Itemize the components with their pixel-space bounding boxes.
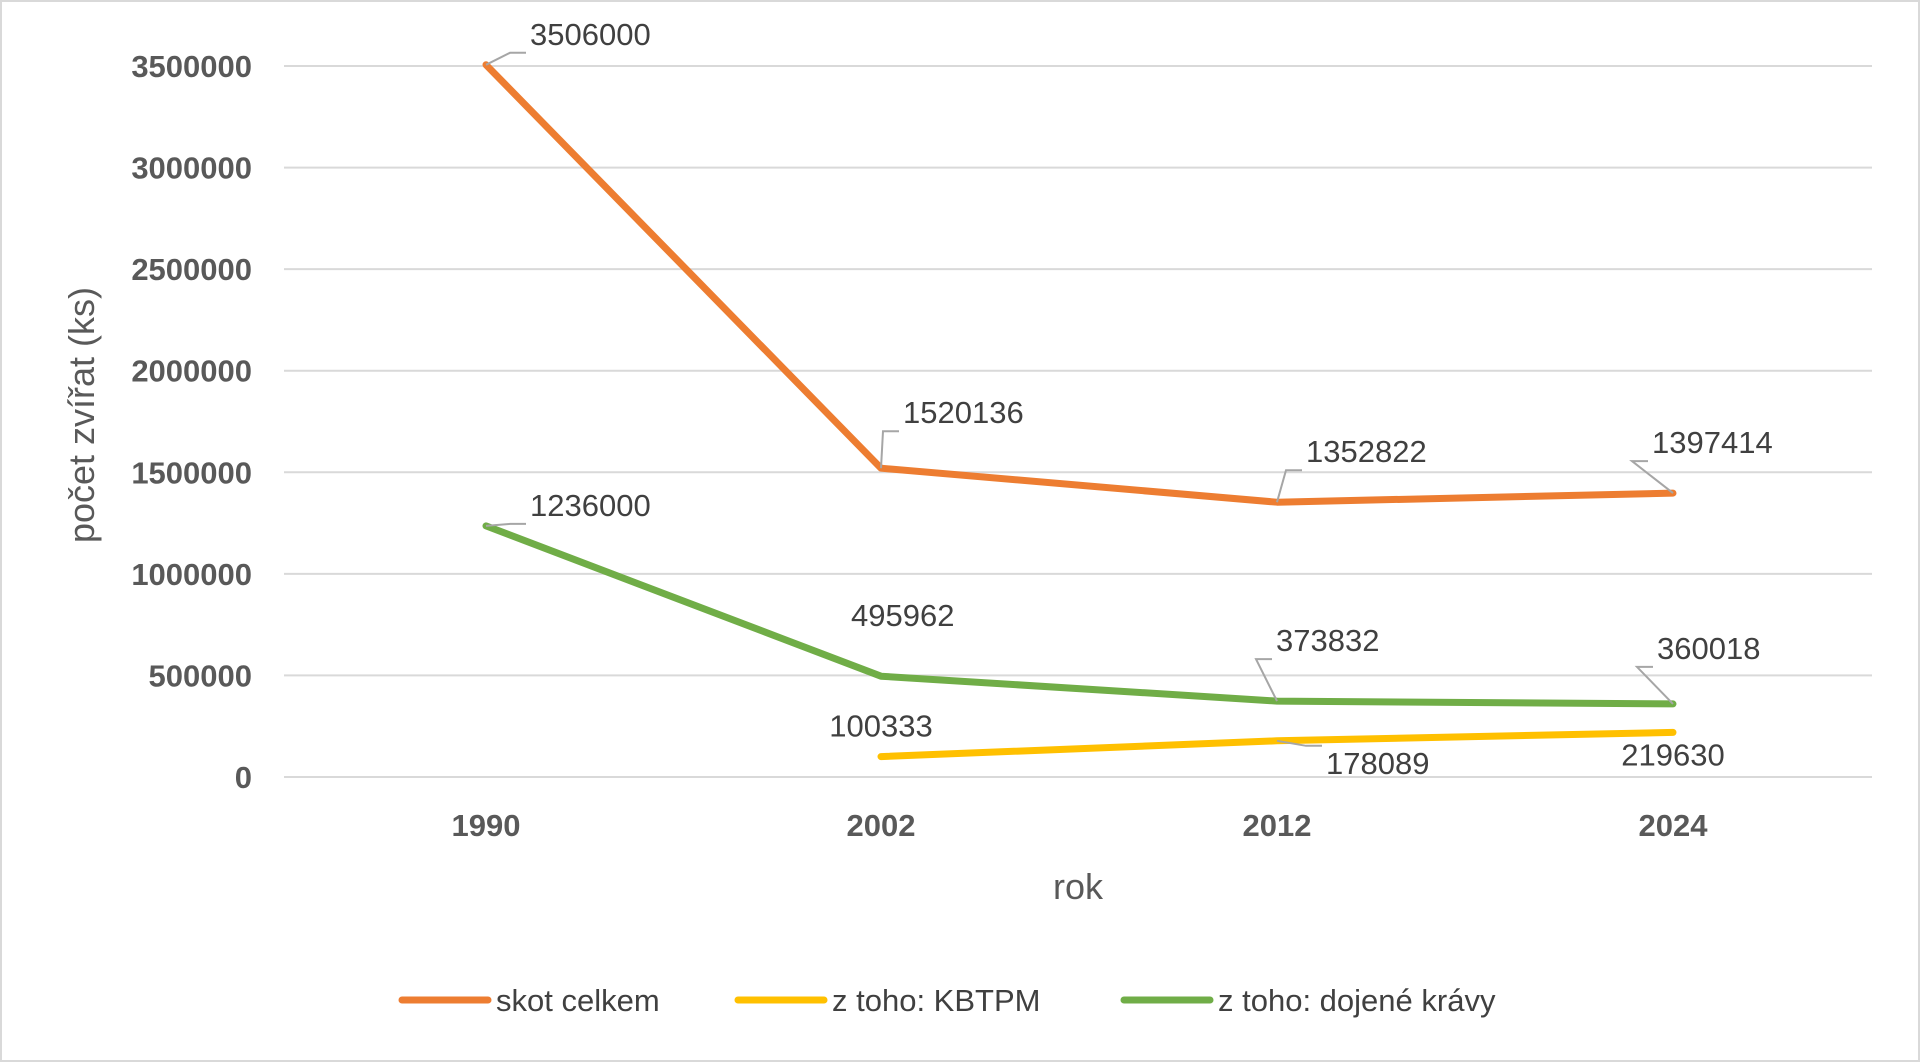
legend-label: z toho: dojené krávy [1218,983,1496,1018]
x-axis-title: rok [1053,866,1104,907]
legend-label: skot celkem [496,983,660,1018]
y-axis-ticks: 0 500000 1000000 1500000 2000000 2500000 30000… [131,49,252,795]
data-label: 1520136 [903,395,1024,430]
data-label: 100333 [829,709,932,744]
x-axis-ticks: 1990 2002 2012 2024 [452,808,1709,843]
leader-line [1276,739,1322,747]
leader-line [1634,665,1674,705]
data-label: 219630 [1621,737,1724,772]
y-tick-label: 1500000 [131,455,252,490]
y-tick-label: 1000000 [131,557,252,592]
leader-line [1276,469,1302,503]
data-labels: 3506000 1520136 1352822 1397414 100333 178089… [530,17,1773,781]
data-label: 178089 [1326,746,1429,781]
x-tick-label: 2002 [847,808,916,843]
data-label: 495962 [851,598,954,633]
legend-label: z toho: KBTPM [832,983,1040,1018]
legend: skot celkem z toho: KBTPM z toho: dojené k… [398,983,1496,1018]
data-label: 1352822 [1306,434,1427,469]
data-label: 3506000 [530,17,651,52]
leader-line [880,430,899,469]
x-tick-label: 1990 [452,808,521,843]
y-tick-label: 3500000 [131,49,252,84]
y-tick-label: 2500000 [131,252,252,287]
y-tick-label: 3000000 [131,151,252,186]
data-label: 1397414 [1652,425,1773,460]
x-tick-label: 2012 [1243,808,1312,843]
y-tick-label: 2000000 [131,354,252,389]
y-tick-label: 500000 [149,658,252,693]
x-tick-label: 2024 [1639,808,1709,843]
gridlines [284,65,1872,778]
data-label: 360018 [1657,631,1760,666]
series-line-0 [482,61,1677,506]
leader-line [1254,658,1278,702]
y-tick-label: 0 [235,760,252,795]
leader-line [1629,460,1674,494]
leader-line [485,522,526,527]
data-label: 1236000 [530,488,651,523]
leader-line [485,51,526,66]
series-line-1 [877,728,1677,761]
label-leader-lines [485,51,1674,747]
y-axis-title: počet zvířat (ks) [61,287,102,543]
series-line-2 [482,522,1677,708]
data-label: 373832 [1276,623,1379,658]
